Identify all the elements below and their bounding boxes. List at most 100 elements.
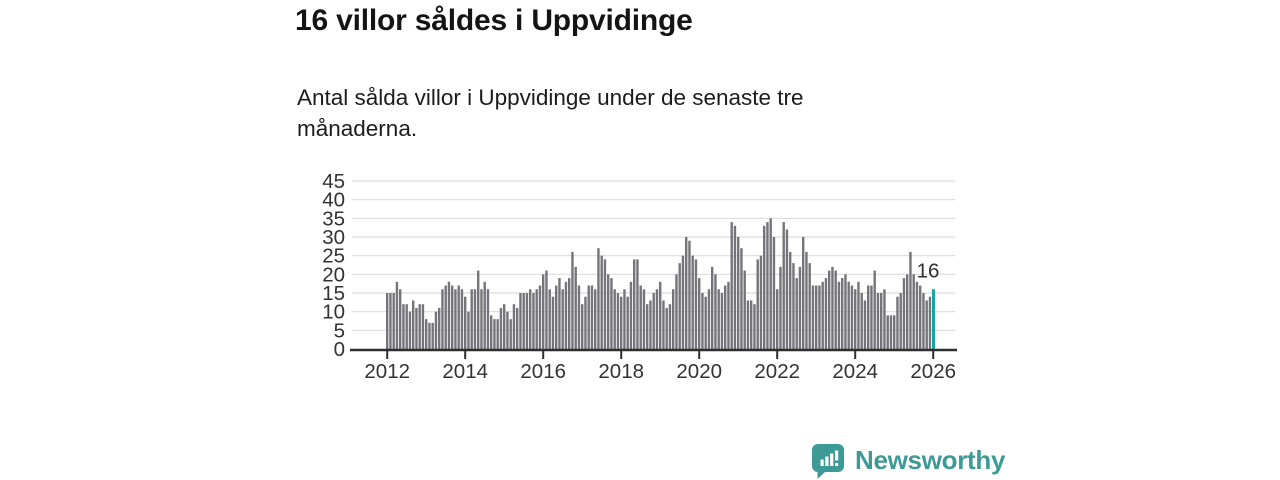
x-axis-tick-label: 2024 xyxy=(832,360,878,383)
bar xyxy=(880,293,883,349)
bar xyxy=(821,281,824,349)
bar xyxy=(922,293,925,349)
bar xyxy=(691,255,694,349)
bar xyxy=(782,222,785,349)
bar xyxy=(919,285,922,349)
bar xyxy=(854,289,857,349)
bar xyxy=(841,278,844,349)
x-axis-tick-label: 2014 xyxy=(442,360,488,383)
bar xyxy=(522,293,525,349)
bar xyxy=(655,289,659,349)
bar xyxy=(460,289,464,349)
bar xyxy=(561,289,564,349)
bar xyxy=(568,278,571,349)
bar xyxy=(633,259,636,349)
bar xyxy=(415,307,418,349)
bar xyxy=(626,296,629,349)
bar xyxy=(824,278,828,349)
bar xyxy=(639,285,642,349)
bar xyxy=(386,293,389,349)
bar xyxy=(828,270,831,349)
bar xyxy=(815,285,818,349)
bar xyxy=(587,285,590,349)
bar xyxy=(811,285,815,349)
bar xyxy=(850,285,854,349)
bar xyxy=(714,274,717,349)
bar xyxy=(912,274,915,349)
bar xyxy=(434,311,438,349)
bar xyxy=(412,300,415,349)
bar xyxy=(678,263,681,349)
bar xyxy=(740,248,743,349)
logo-text: Newsworthy xyxy=(855,445,1006,475)
bar xyxy=(753,304,756,349)
y-axis-tick-label: 45 xyxy=(322,170,345,193)
bar xyxy=(915,281,919,349)
bar xyxy=(698,278,701,349)
chart-subtitle: Antal sålda villor i Uppvidinge under de… xyxy=(297,85,804,141)
bar xyxy=(431,322,434,349)
bar xyxy=(707,289,711,349)
x-axis-tick-label: 2012 xyxy=(364,360,410,383)
y-axis-tick-label: 0 xyxy=(334,338,345,361)
bar xyxy=(688,240,691,349)
bar xyxy=(519,293,522,349)
bar xyxy=(636,259,639,349)
bar xyxy=(535,289,538,349)
bar xyxy=(860,293,863,349)
bar xyxy=(574,266,577,349)
bar xyxy=(847,281,850,349)
bar xyxy=(792,263,795,349)
bar xyxy=(896,296,899,349)
bar xyxy=(659,281,662,349)
bar xyxy=(889,315,893,349)
bar xyxy=(642,289,646,349)
bar xyxy=(395,281,399,349)
bar xyxy=(646,304,649,349)
bar xyxy=(477,270,480,349)
bar xyxy=(668,304,672,349)
bar xyxy=(720,293,724,349)
bar xyxy=(893,315,896,349)
y-axis-tick-label: 10 xyxy=(322,301,345,324)
bar xyxy=(402,304,405,349)
bar xyxy=(672,289,675,349)
bar xyxy=(779,266,782,349)
bar xyxy=(512,304,516,349)
bar xyxy=(649,300,652,349)
bar xyxy=(444,285,447,349)
y-axis-tick-label: 5 xyxy=(334,319,345,342)
bar xyxy=(421,304,425,349)
y-axis-tick-label: 35 xyxy=(322,207,345,230)
bar xyxy=(610,278,613,349)
bar xyxy=(405,304,408,349)
bar xyxy=(620,296,623,349)
highlight-bar xyxy=(932,289,935,349)
bar xyxy=(558,278,561,349)
bar xyxy=(652,293,655,349)
bar xyxy=(925,300,928,349)
bar xyxy=(490,315,493,349)
bar-chart-speech-bubble-icon xyxy=(812,444,844,479)
y-axis-tick-label: 15 xyxy=(322,282,345,305)
bar xyxy=(464,296,467,349)
bar xyxy=(737,237,740,349)
bar xyxy=(759,255,763,349)
bar xyxy=(584,296,587,349)
bar xyxy=(789,251,792,349)
bar xyxy=(665,307,668,349)
bar xyxy=(694,259,698,349)
bar xyxy=(590,285,594,349)
y-axis-tick-label: 20 xyxy=(322,263,345,286)
bar xyxy=(883,289,886,349)
bar xyxy=(834,270,837,349)
bar xyxy=(795,278,798,349)
bar xyxy=(447,281,451,349)
bar xyxy=(724,285,727,349)
bar xyxy=(837,281,841,349)
newsworthy-logo[interactable]: Newsworthy xyxy=(810,442,1005,479)
bar xyxy=(681,255,685,349)
bar xyxy=(418,304,421,349)
bar xyxy=(902,278,906,349)
